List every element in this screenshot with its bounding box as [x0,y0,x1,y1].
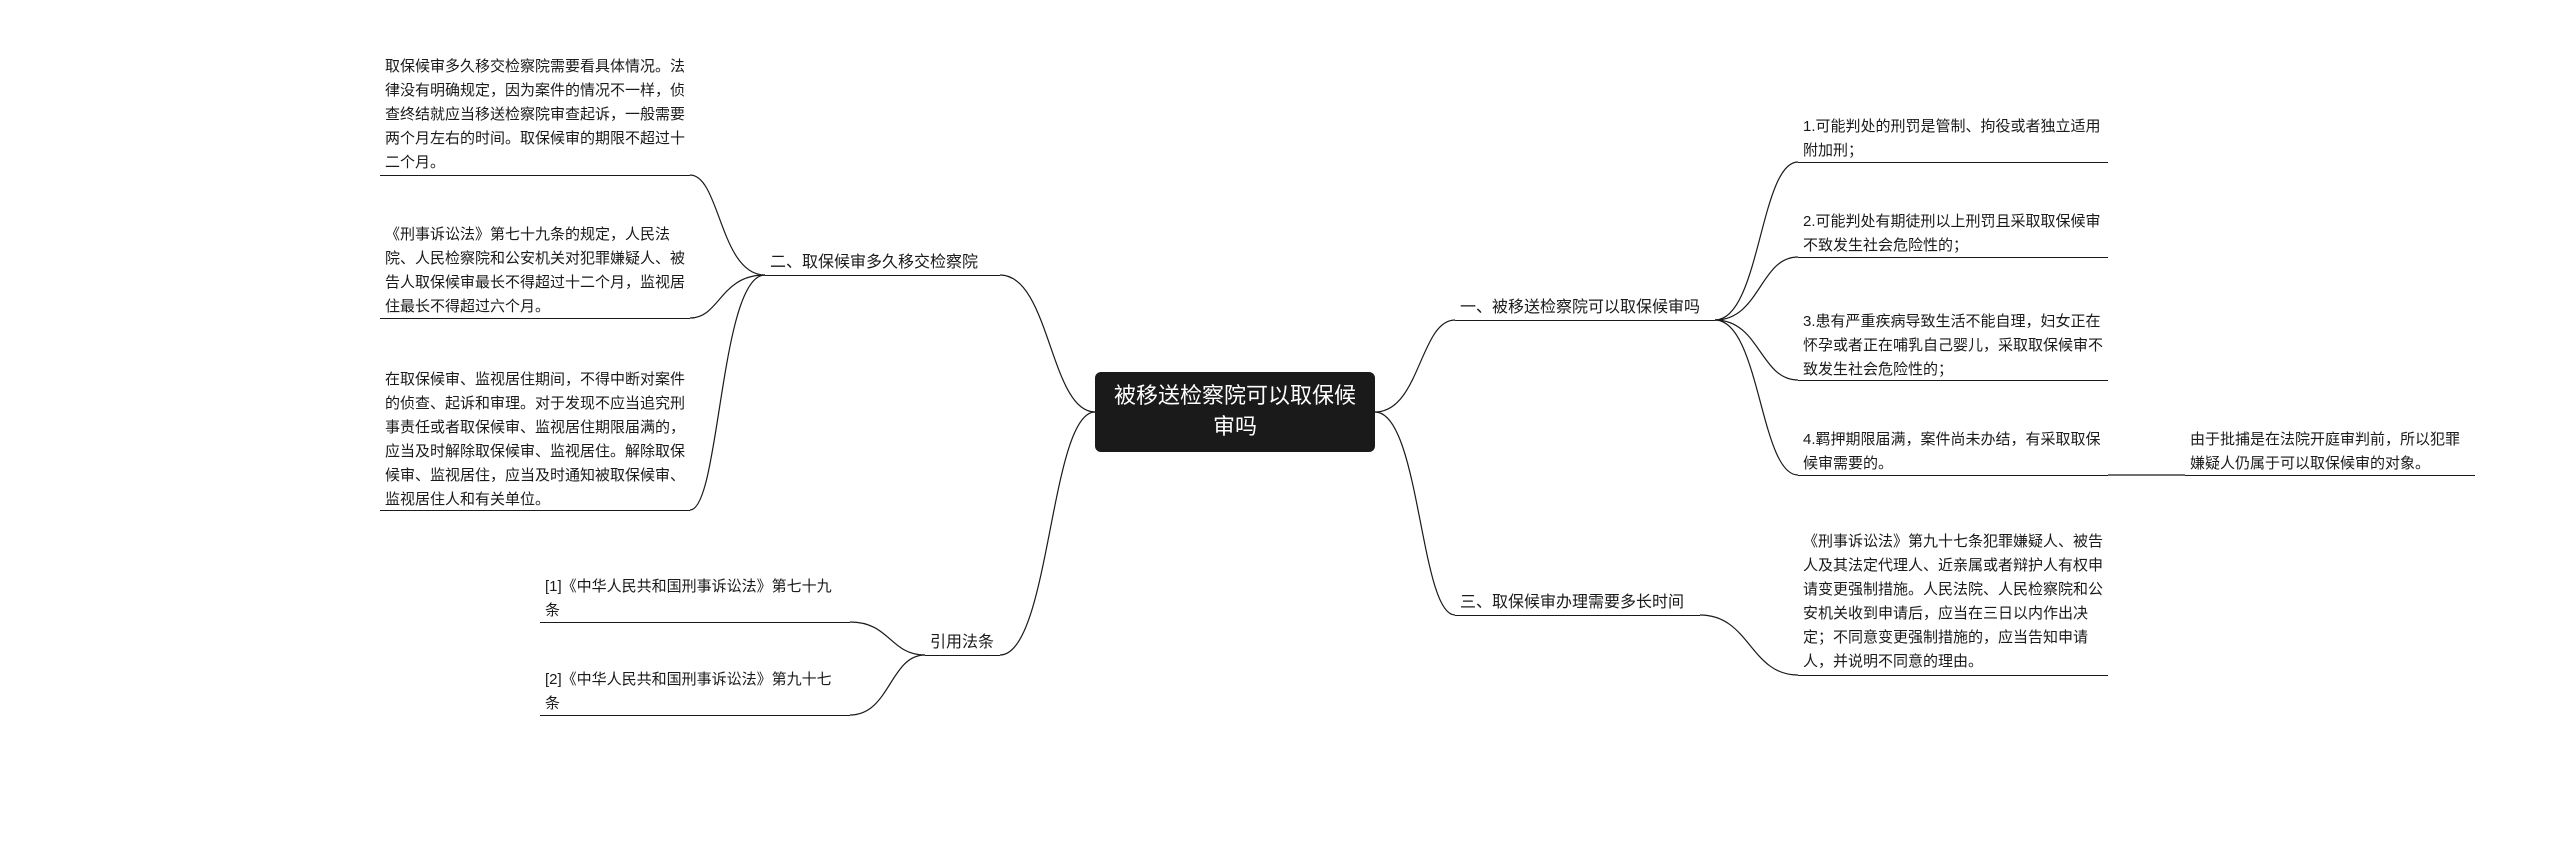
branch1-item4: 4.羁押期限届满，案件尚未办结，有采取取保候审需要的。 [1803,428,2103,476]
branch3-text: 《刑事诉讼法》第九十七条犯罪嫌疑人、被告人及其法定代理人、近亲属或者辩护人有权申… [1803,530,2103,674]
b3t-underline [1798,675,2108,676]
refs-underline [925,655,1000,656]
b1i4-underline [1798,475,2108,476]
refs-branch: 引用法条 [930,630,994,656]
branch1-item1: 1.可能判处的刑罚是管制、拘役或者独立适用附加刑； [1803,115,2103,163]
b2i2-underline [380,318,690,319]
branch2-item1: 取保候审多久移交检察院需要看具体情况。法律没有明确规定，因为案件的情况不一样，侦… [385,55,685,175]
r2-underline [540,715,850,716]
mindmap-canvas: 被移送检察院可以取保候审吗 一、被移送检察院可以取保候审吗 1.可能判处的刑罚是… [0,0,2560,845]
branch2-item3: 在取保候审、监视居住期间，不得中断对案件的侦查、起诉和审理。对于发现不应当追究刑… [385,368,685,512]
branch-3-underline [1455,615,1700,616]
b1i3-underline [1798,380,2108,381]
branch-2-underline [765,275,1000,276]
b1i2-underline [1798,257,2108,258]
branch-1: 一、被移送检察院可以取保候审吗 [1460,295,1700,321]
branch-3: 三、取保候审办理需要多长时间 [1460,590,1684,616]
refs-item2: [2]《中华人民共和国刑事诉讼法》第九十七条 [545,668,845,716]
b1i1-underline [1798,162,2108,163]
branch1-item3: 3.患有严重疾病导致生活不能自理，妇女正在怀孕或者正在哺乳自己婴儿，采取取保候审… [1803,310,2103,382]
branch1-item4-sub: 由于批捕是在法院开庭审判前，所以犯罪嫌疑人仍属于可以取保候审的对象。 [2190,428,2470,476]
branch1-item2: 2.可能判处有期徒刑以上刑罚且采取取保候审不致发生社会危险性的； [1803,210,2103,258]
r1-underline [540,622,850,623]
branch-2: 二、取保候审多久移交检察院 [770,250,978,276]
branch2-item2: 《刑事诉讼法》第七十九条的规定，人民法院、人民检察院和公安机关对犯罪嫌疑人、被告… [385,223,685,319]
branch-1-underline [1455,320,1715,321]
b2i3-underline [380,510,690,511]
b2i1-underline [380,175,690,176]
refs-item1: [1]《中华人民共和国刑事诉讼法》第七十九条 [545,575,845,623]
root-node: 被移送检察院可以取保候审吗 [1095,372,1375,452]
b1i4sub-underline [2185,475,2475,476]
